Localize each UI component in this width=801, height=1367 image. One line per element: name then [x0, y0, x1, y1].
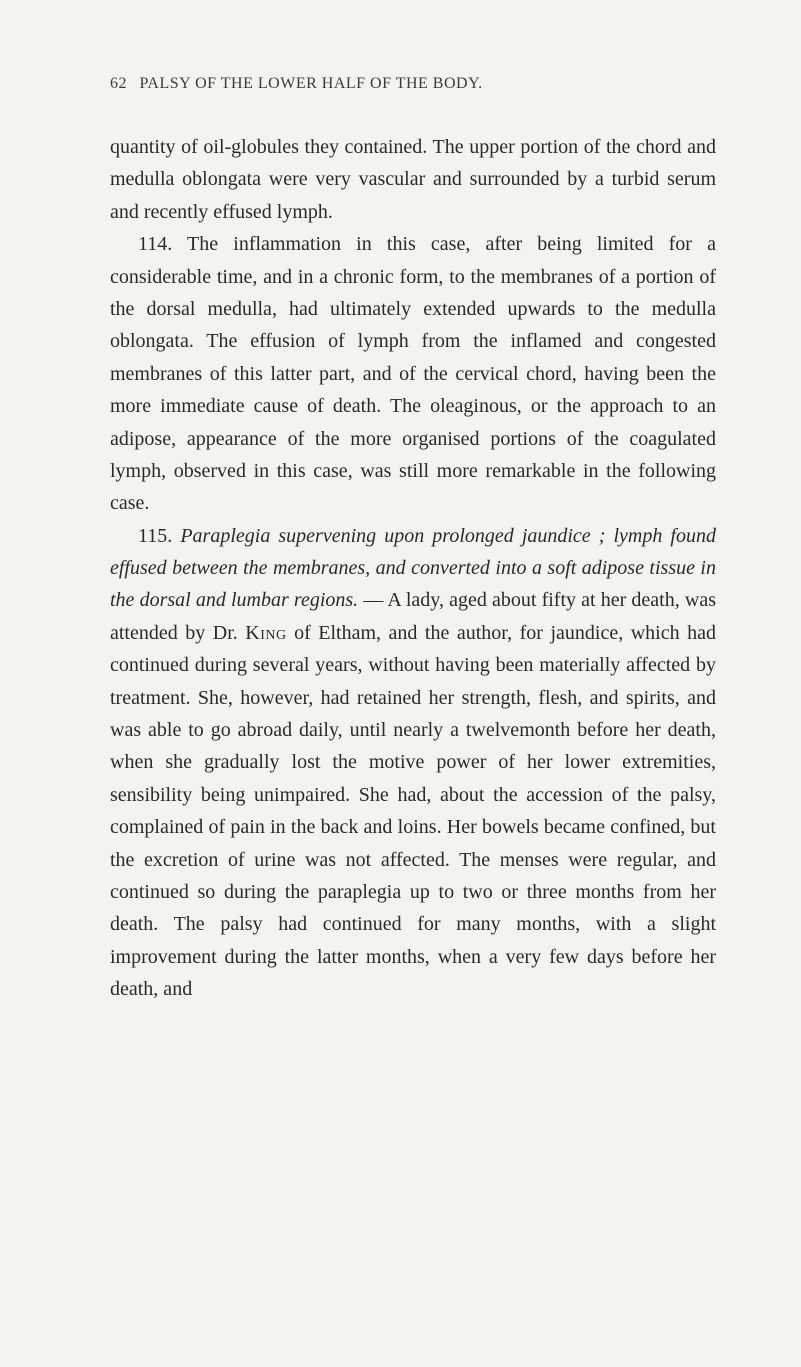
page-header: 62 PALSY OF THE LOWER HALF OF THE BODY.	[110, 75, 716, 93]
para3-king-name: King	[245, 622, 286, 644]
document-page: 62 PALSY OF THE LOWER HALF OF THE BODY. …	[0, 0, 801, 1066]
page-number: 62	[110, 75, 127, 92]
paragraph-3: 115. Paraplegia supervening upon prolong…	[110, 520, 716, 1006]
para3-number: 115.	[138, 525, 180, 547]
paragraph-2: 114. The inflammation in this case, afte…	[110, 228, 716, 520]
header-title: PALSY OF THE LOWER HALF OF THE BODY.	[140, 75, 483, 92]
paragraph-1: quantity of oil-globules they contained.…	[110, 131, 716, 228]
para3-rest: of Eltham, and the author, for jaundice,…	[110, 622, 716, 1000]
